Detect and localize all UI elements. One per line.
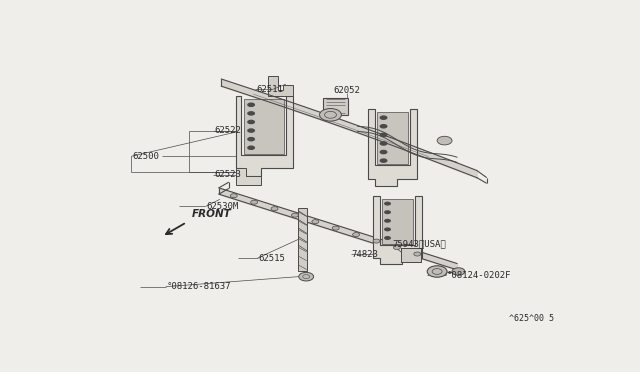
Circle shape bbox=[384, 227, 391, 231]
Text: 74823: 74823 bbox=[352, 250, 379, 259]
Circle shape bbox=[247, 103, 255, 107]
Circle shape bbox=[230, 194, 237, 198]
Polygon shape bbox=[269, 76, 293, 96]
Circle shape bbox=[380, 124, 388, 129]
Circle shape bbox=[312, 219, 319, 224]
Text: 62511: 62511 bbox=[256, 84, 283, 93]
Circle shape bbox=[247, 128, 255, 133]
Text: ^625^00 5: ^625^00 5 bbox=[509, 314, 554, 323]
Polygon shape bbox=[367, 109, 417, 186]
Circle shape bbox=[291, 213, 298, 217]
Circle shape bbox=[414, 252, 420, 256]
Polygon shape bbox=[372, 196, 422, 264]
Circle shape bbox=[247, 120, 255, 124]
Polygon shape bbox=[244, 99, 284, 154]
Circle shape bbox=[271, 207, 278, 211]
Polygon shape bbox=[381, 199, 413, 244]
Circle shape bbox=[384, 202, 391, 206]
Circle shape bbox=[384, 219, 391, 223]
Circle shape bbox=[384, 236, 391, 240]
Circle shape bbox=[247, 137, 255, 141]
Circle shape bbox=[394, 246, 401, 250]
Circle shape bbox=[380, 115, 388, 120]
Polygon shape bbox=[376, 112, 408, 164]
Circle shape bbox=[437, 136, 452, 145]
Circle shape bbox=[380, 141, 388, 146]
Polygon shape bbox=[401, 248, 421, 262]
Polygon shape bbox=[236, 96, 293, 176]
Text: 62523: 62523 bbox=[214, 170, 241, 179]
Text: 62500: 62500 bbox=[132, 152, 159, 161]
Text: 62530M: 62530M bbox=[207, 202, 239, 211]
Circle shape bbox=[380, 132, 388, 137]
Circle shape bbox=[384, 210, 391, 214]
Polygon shape bbox=[236, 168, 261, 185]
Polygon shape bbox=[298, 208, 307, 271]
Circle shape bbox=[452, 268, 465, 275]
Text: °08126-81637: °08126-81637 bbox=[167, 282, 231, 291]
Text: 62515: 62515 bbox=[259, 254, 285, 263]
Circle shape bbox=[380, 158, 388, 163]
Circle shape bbox=[319, 109, 341, 121]
Circle shape bbox=[428, 266, 447, 277]
Text: 75943〈USA〉: 75943〈USA〉 bbox=[392, 239, 446, 248]
Bar bbox=[401, 248, 421, 262]
Circle shape bbox=[247, 145, 255, 150]
Text: °08124-0202F: °08124-0202F bbox=[447, 271, 511, 280]
Text: FRONT: FRONT bbox=[191, 209, 231, 219]
Circle shape bbox=[251, 200, 258, 204]
Circle shape bbox=[373, 239, 380, 243]
Polygon shape bbox=[323, 97, 348, 115]
Text: 62052: 62052 bbox=[333, 86, 360, 95]
Circle shape bbox=[299, 272, 314, 281]
Circle shape bbox=[353, 232, 360, 237]
Circle shape bbox=[247, 111, 255, 116]
Circle shape bbox=[380, 150, 388, 154]
Circle shape bbox=[332, 226, 339, 230]
Text: 62522: 62522 bbox=[214, 126, 241, 135]
